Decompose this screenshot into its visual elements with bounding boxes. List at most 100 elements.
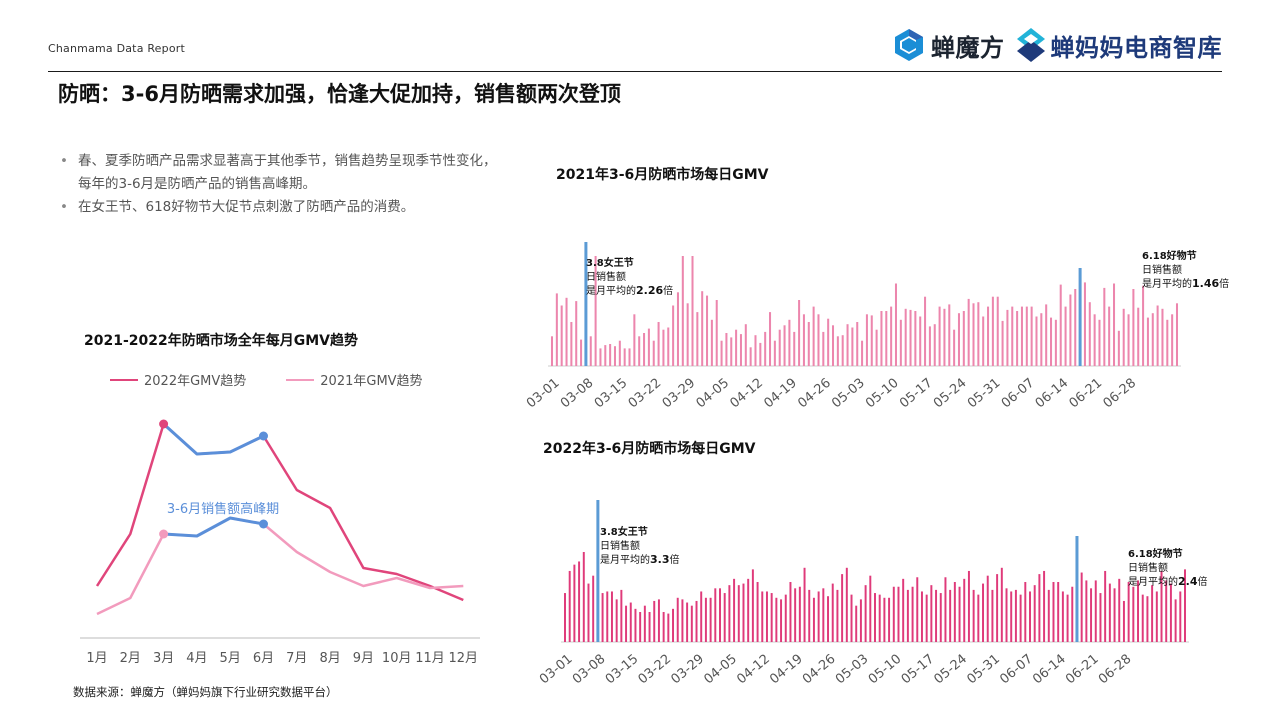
legend-item-2021: 2021年GMV趋势 (286, 370, 423, 389)
bar (749, 347, 752, 366)
bar (686, 303, 689, 366)
bar (817, 314, 820, 366)
bar (594, 256, 597, 366)
bar (1151, 313, 1154, 366)
bar (629, 602, 632, 642)
event-marker-line (1075, 536, 1079, 642)
bar (657, 322, 660, 366)
bar (967, 570, 970, 642)
bar (1118, 578, 1121, 642)
bar (573, 564, 576, 642)
bar (662, 329, 665, 366)
data-source-note: 数据来源：蝉魔方（蝉妈妈旗下行业研究数据平台） (73, 685, 338, 699)
x-tick-label: 2月 (120, 651, 141, 666)
bar (919, 316, 922, 366)
bar (1132, 586, 1135, 642)
bar (628, 348, 631, 366)
bar (1016, 311, 1019, 366)
annotation-2022-618-prefix: 是月平均的 (1128, 577, 1178, 588)
bar (939, 593, 942, 642)
bar (754, 335, 757, 366)
bar (643, 605, 646, 642)
bar (925, 594, 928, 642)
bar (725, 333, 728, 366)
bar (1064, 306, 1067, 366)
bar (564, 593, 566, 642)
bar (580, 339, 583, 366)
bar (555, 293, 558, 366)
bar (618, 340, 621, 366)
bar (958, 586, 961, 642)
s-diamond-icon (1016, 28, 1045, 62)
bar (747, 578, 750, 642)
bar (604, 345, 607, 366)
bar (1132, 289, 1135, 366)
event-marker-line (596, 500, 600, 642)
bar (899, 319, 902, 366)
bar (874, 593, 876, 642)
bar (775, 597, 778, 642)
x-tick-label: 03-29 (668, 652, 707, 688)
bar (1030, 306, 1033, 366)
bar (1137, 580, 1140, 642)
bar (812, 306, 815, 366)
event-marker-line (584, 242, 588, 366)
bar (1108, 306, 1111, 366)
x-tick-label: 05-10 (866, 652, 905, 688)
bar (1113, 283, 1116, 366)
bar (1019, 594, 1022, 642)
x-tick-label: 10月 (382, 651, 412, 666)
bar (827, 596, 830, 642)
bar (831, 325, 835, 366)
bar (589, 336, 592, 366)
bar (1127, 582, 1130, 642)
bar (1166, 319, 1169, 366)
bar (662, 612, 665, 642)
bar (880, 311, 883, 366)
bar (1141, 594, 1144, 642)
bar (1103, 287, 1106, 366)
x-tick-label: 8月 (319, 651, 340, 666)
bar (1024, 582, 1027, 642)
highlight-point (159, 529, 169, 539)
highlight-segment-0 (162, 422, 265, 456)
bar (892, 586, 895, 642)
bar (1179, 591, 1182, 642)
bar (652, 340, 655, 366)
annotation-2021-queen-day-line1: 日销售额 (586, 271, 626, 283)
annotation-2021-618-value: 1.46 (1192, 277, 1220, 290)
bar (672, 608, 675, 642)
bar (1171, 314, 1174, 366)
bar (625, 605, 628, 642)
page-title: 防晒：3-6月防晒需求加强，恰逢大促加持，销售额两次登顶 (58, 82, 621, 106)
bar (977, 594, 980, 642)
x-tick-label: 05-17 (899, 652, 938, 688)
bar (710, 319, 713, 366)
bar (643, 333, 646, 366)
bar (633, 314, 636, 366)
annotation-2022-618-suffix: 倍 (1197, 577, 1208, 588)
annotation-2022-queen-day-suffix: 倍 (669, 555, 680, 566)
bar (948, 304, 951, 366)
bar (599, 348, 602, 366)
bar (996, 296, 999, 366)
bar (1038, 574, 1041, 642)
bar (565, 297, 568, 366)
bar (972, 589, 975, 642)
bar (1117, 330, 1120, 366)
series-line-0 (95, 422, 464, 602)
bar (613, 346, 616, 366)
bar (1001, 320, 1004, 366)
bar (914, 311, 917, 366)
bar (982, 583, 985, 642)
bar (789, 582, 792, 642)
bar (808, 589, 811, 642)
bar (861, 340, 864, 366)
bar (657, 599, 660, 642)
bar (1025, 306, 1028, 366)
bar (773, 340, 776, 366)
bar (784, 594, 787, 642)
bar (696, 312, 699, 366)
